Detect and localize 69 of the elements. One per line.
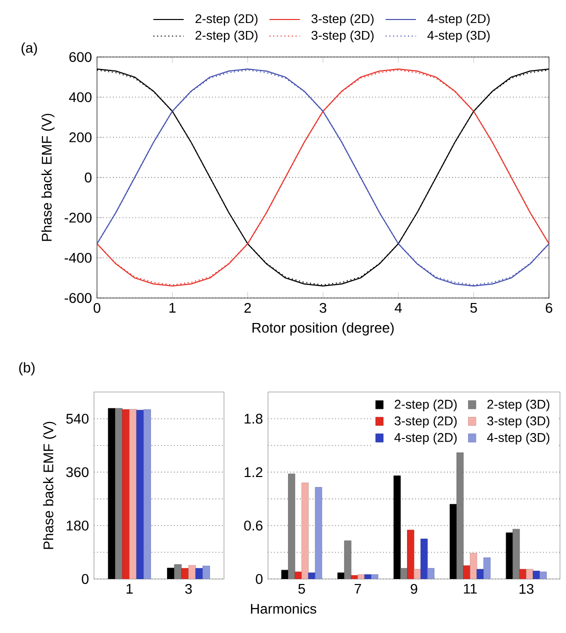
legend-label: 4-step (3D) xyxy=(427,30,490,42)
x-tick-label: 11 xyxy=(464,584,477,594)
bar xyxy=(420,538,428,579)
chart-title: (a) xyxy=(22,42,37,56)
bar xyxy=(202,566,210,579)
chart-title: (b) xyxy=(19,362,35,376)
y-tick-label: 600 xyxy=(69,52,92,62)
y-tick-label: 180 xyxy=(66,520,89,531)
bar xyxy=(506,532,514,579)
y-tick-label: 0 xyxy=(82,574,89,584)
x-tick-label: 4 xyxy=(394,302,402,313)
legend-label: 3-step (2D) xyxy=(312,14,374,26)
legend-label: 2-step (2D) xyxy=(196,14,258,26)
bar xyxy=(476,569,484,579)
x-tick-label: 5 xyxy=(470,302,477,313)
bar xyxy=(364,574,372,579)
bar xyxy=(281,570,288,579)
x-tick-label: 13 xyxy=(520,584,534,594)
legend-label: 2-step (2D) xyxy=(394,399,457,412)
y-tick-label: -400 xyxy=(64,252,92,263)
legend-label: 4-step (2D) xyxy=(427,14,490,26)
y-tick-label: -200 xyxy=(64,212,92,223)
y-tick-label: 540 xyxy=(66,414,89,424)
y-tick-label: 400 xyxy=(69,92,92,102)
legend-label: 3-step (3D) xyxy=(312,30,374,42)
y-tick-label: 200 xyxy=(69,132,92,142)
bar xyxy=(122,409,130,579)
x-tick-label: 5 xyxy=(298,584,305,594)
bar xyxy=(143,409,151,579)
legend-label: 3-step (3D) xyxy=(487,416,550,428)
bar xyxy=(337,572,345,579)
bar xyxy=(470,552,478,579)
bar xyxy=(394,476,401,579)
bar xyxy=(308,572,316,579)
y-tick-label: -600 xyxy=(64,293,92,303)
x-tick-label: 3 xyxy=(320,302,326,313)
y-tick-label: 0.6 xyxy=(244,520,262,531)
y-tick-label: 360 xyxy=(66,467,89,478)
x-tick-label: 6 xyxy=(546,302,552,313)
legend-label: 3-step (2D) xyxy=(394,416,457,428)
legend-label: 4-step (2D) xyxy=(394,432,457,445)
bar xyxy=(414,569,421,579)
bar xyxy=(301,482,309,579)
bar xyxy=(358,574,365,579)
x-tick-label: 1 xyxy=(170,302,176,313)
bar xyxy=(532,570,540,579)
x-tick-label: 9 xyxy=(410,584,418,594)
y-tick-label: 0 xyxy=(256,574,263,584)
x-tick-label: 3 xyxy=(185,584,192,594)
legend-label: 2-step (3D) xyxy=(487,399,550,412)
y-axis-title: Phase back EMF (V) xyxy=(43,422,56,549)
bar xyxy=(526,569,534,579)
y-axis-title: Phase back EMF (V) xyxy=(41,114,54,241)
legend-label: 4-step (3D) xyxy=(487,432,550,445)
legend-label: 2-step (3D) xyxy=(196,30,258,42)
y-tick-label: 0 xyxy=(84,172,92,182)
x-tick-label: 1 xyxy=(126,584,133,594)
x-tick-label: 0 xyxy=(94,302,100,313)
x-axis-title: Rotor position (degree) xyxy=(252,322,394,336)
bar xyxy=(136,410,144,579)
bar xyxy=(463,566,470,579)
x-tick-label: 2 xyxy=(244,302,251,313)
bar xyxy=(450,504,457,579)
y-tick-label: 1.2 xyxy=(244,467,262,478)
y-tick-label: 1.8 xyxy=(244,414,262,424)
bar xyxy=(188,565,196,579)
bar xyxy=(129,409,137,579)
x-axis-title: Harmonics xyxy=(251,603,316,614)
x-tick-label: 7 xyxy=(354,584,362,594)
